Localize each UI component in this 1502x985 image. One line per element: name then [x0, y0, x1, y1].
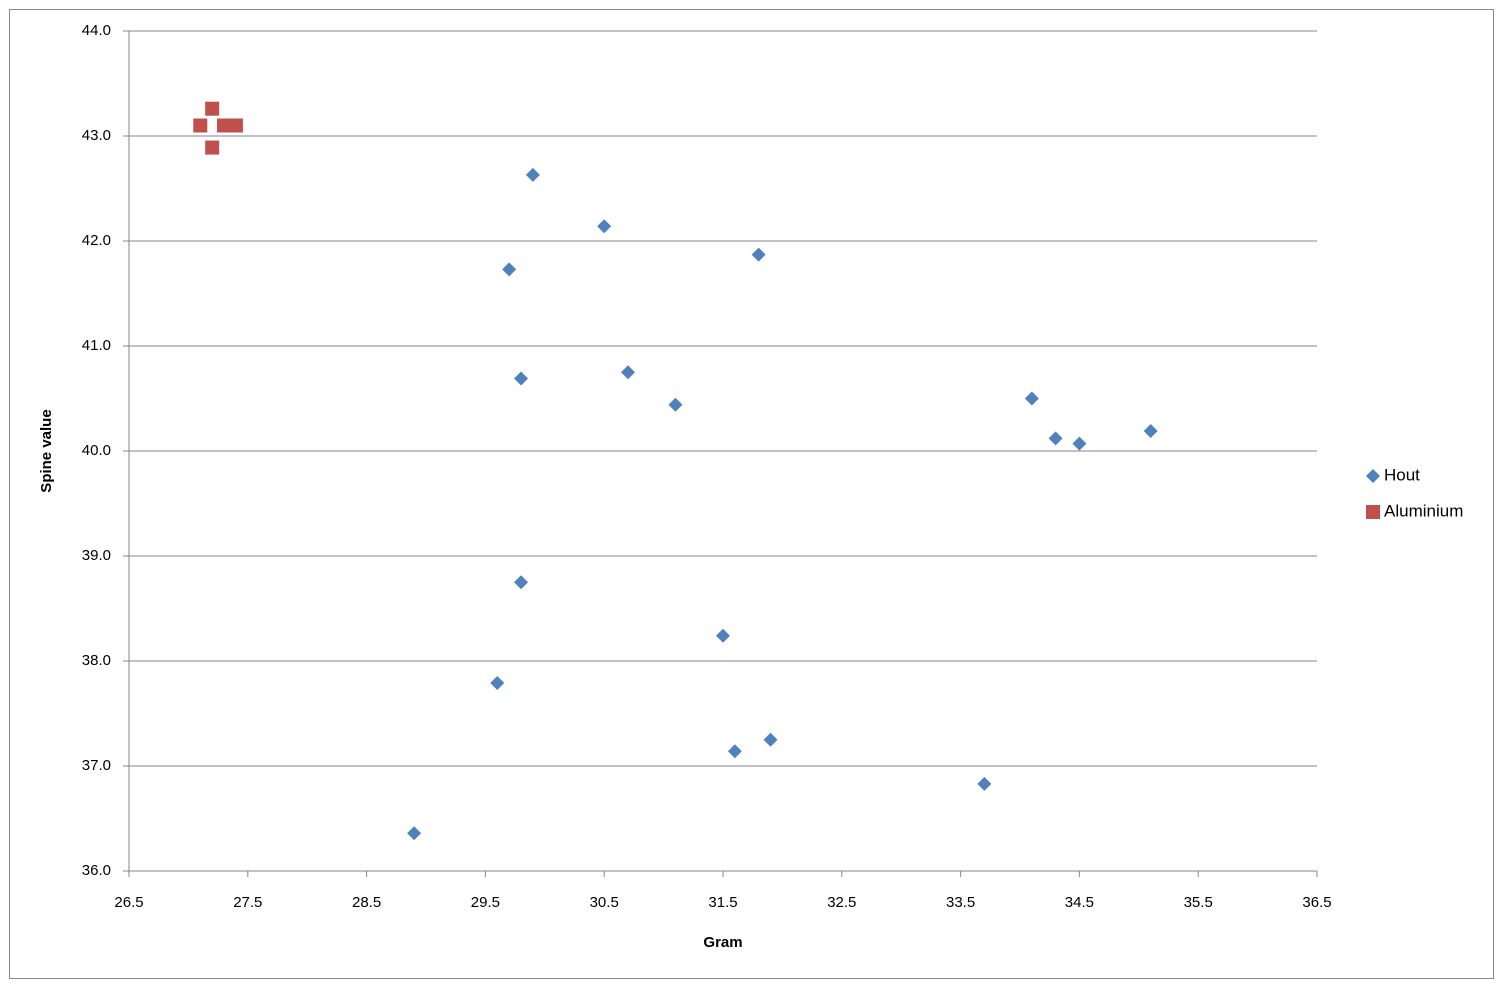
y-tick-label: 44.0 [82, 22, 111, 39]
chart-border [9, 9, 1494, 979]
marker-diamond [525, 167, 540, 182]
marker-square [217, 118, 232, 133]
marker-diamond [514, 371, 529, 386]
marker-diamond [977, 776, 992, 791]
marker-diamond [597, 219, 612, 234]
marker-diamond [502, 262, 517, 277]
marker-square [205, 101, 220, 116]
marker-diamond [490, 676, 505, 691]
y-tick-label: 41.0 [82, 337, 111, 354]
marker-diamond [1143, 424, 1158, 439]
y-tick-label: 38.0 [82, 652, 111, 669]
y-tick-label: 43.0 [82, 127, 111, 144]
marker-diamond [1072, 436, 1087, 451]
marker-diamond [727, 744, 742, 759]
x-tick-label: 27.5 [233, 894, 262, 911]
y-tick-label: 37.0 [82, 757, 111, 774]
marker-diamond [1366, 469, 1380, 483]
marker-diamond [1048, 431, 1063, 446]
marker-diamond [751, 247, 766, 262]
marker-diamond [514, 575, 529, 590]
y-tick-label: 36.0 [82, 862, 111, 879]
x-tick-label: 33.5 [946, 894, 975, 911]
marker-diamond [620, 365, 635, 380]
marker-square [1366, 505, 1380, 519]
x-tick-label: 31.5 [708, 894, 737, 911]
x-tick-label: 32.5 [827, 894, 856, 911]
x-tick-label: 29.5 [471, 894, 500, 911]
x-axis-title: Gram [703, 934, 742, 951]
marker-square [193, 118, 208, 133]
y-axis-title: Spine value [38, 409, 55, 492]
y-tick-label: 42.0 [82, 232, 111, 249]
marker-diamond [668, 397, 683, 412]
marker-diamond [1024, 391, 1039, 406]
marker-square [205, 140, 220, 155]
x-tick-label: 30.5 [590, 894, 619, 911]
marker-diamond [716, 628, 730, 643]
marker-diamond [763, 732, 778, 747]
x-tick-label: 35.5 [1184, 894, 1213, 911]
marker-diamond [407, 826, 422, 841]
marker-square [228, 118, 243, 133]
legend-label: Aluminium [1384, 501, 1463, 520]
y-tick-label: 40.0 [82, 442, 111, 459]
y-tick-label: 39.0 [82, 547, 111, 564]
x-tick-label: 34.5 [1065, 894, 1094, 911]
x-tick-label: 26.5 [114, 894, 143, 911]
x-tick-label: 36.5 [1302, 894, 1331, 911]
x-tick-label: 28.5 [352, 894, 381, 911]
legend-label: Hout [1384, 465, 1420, 484]
